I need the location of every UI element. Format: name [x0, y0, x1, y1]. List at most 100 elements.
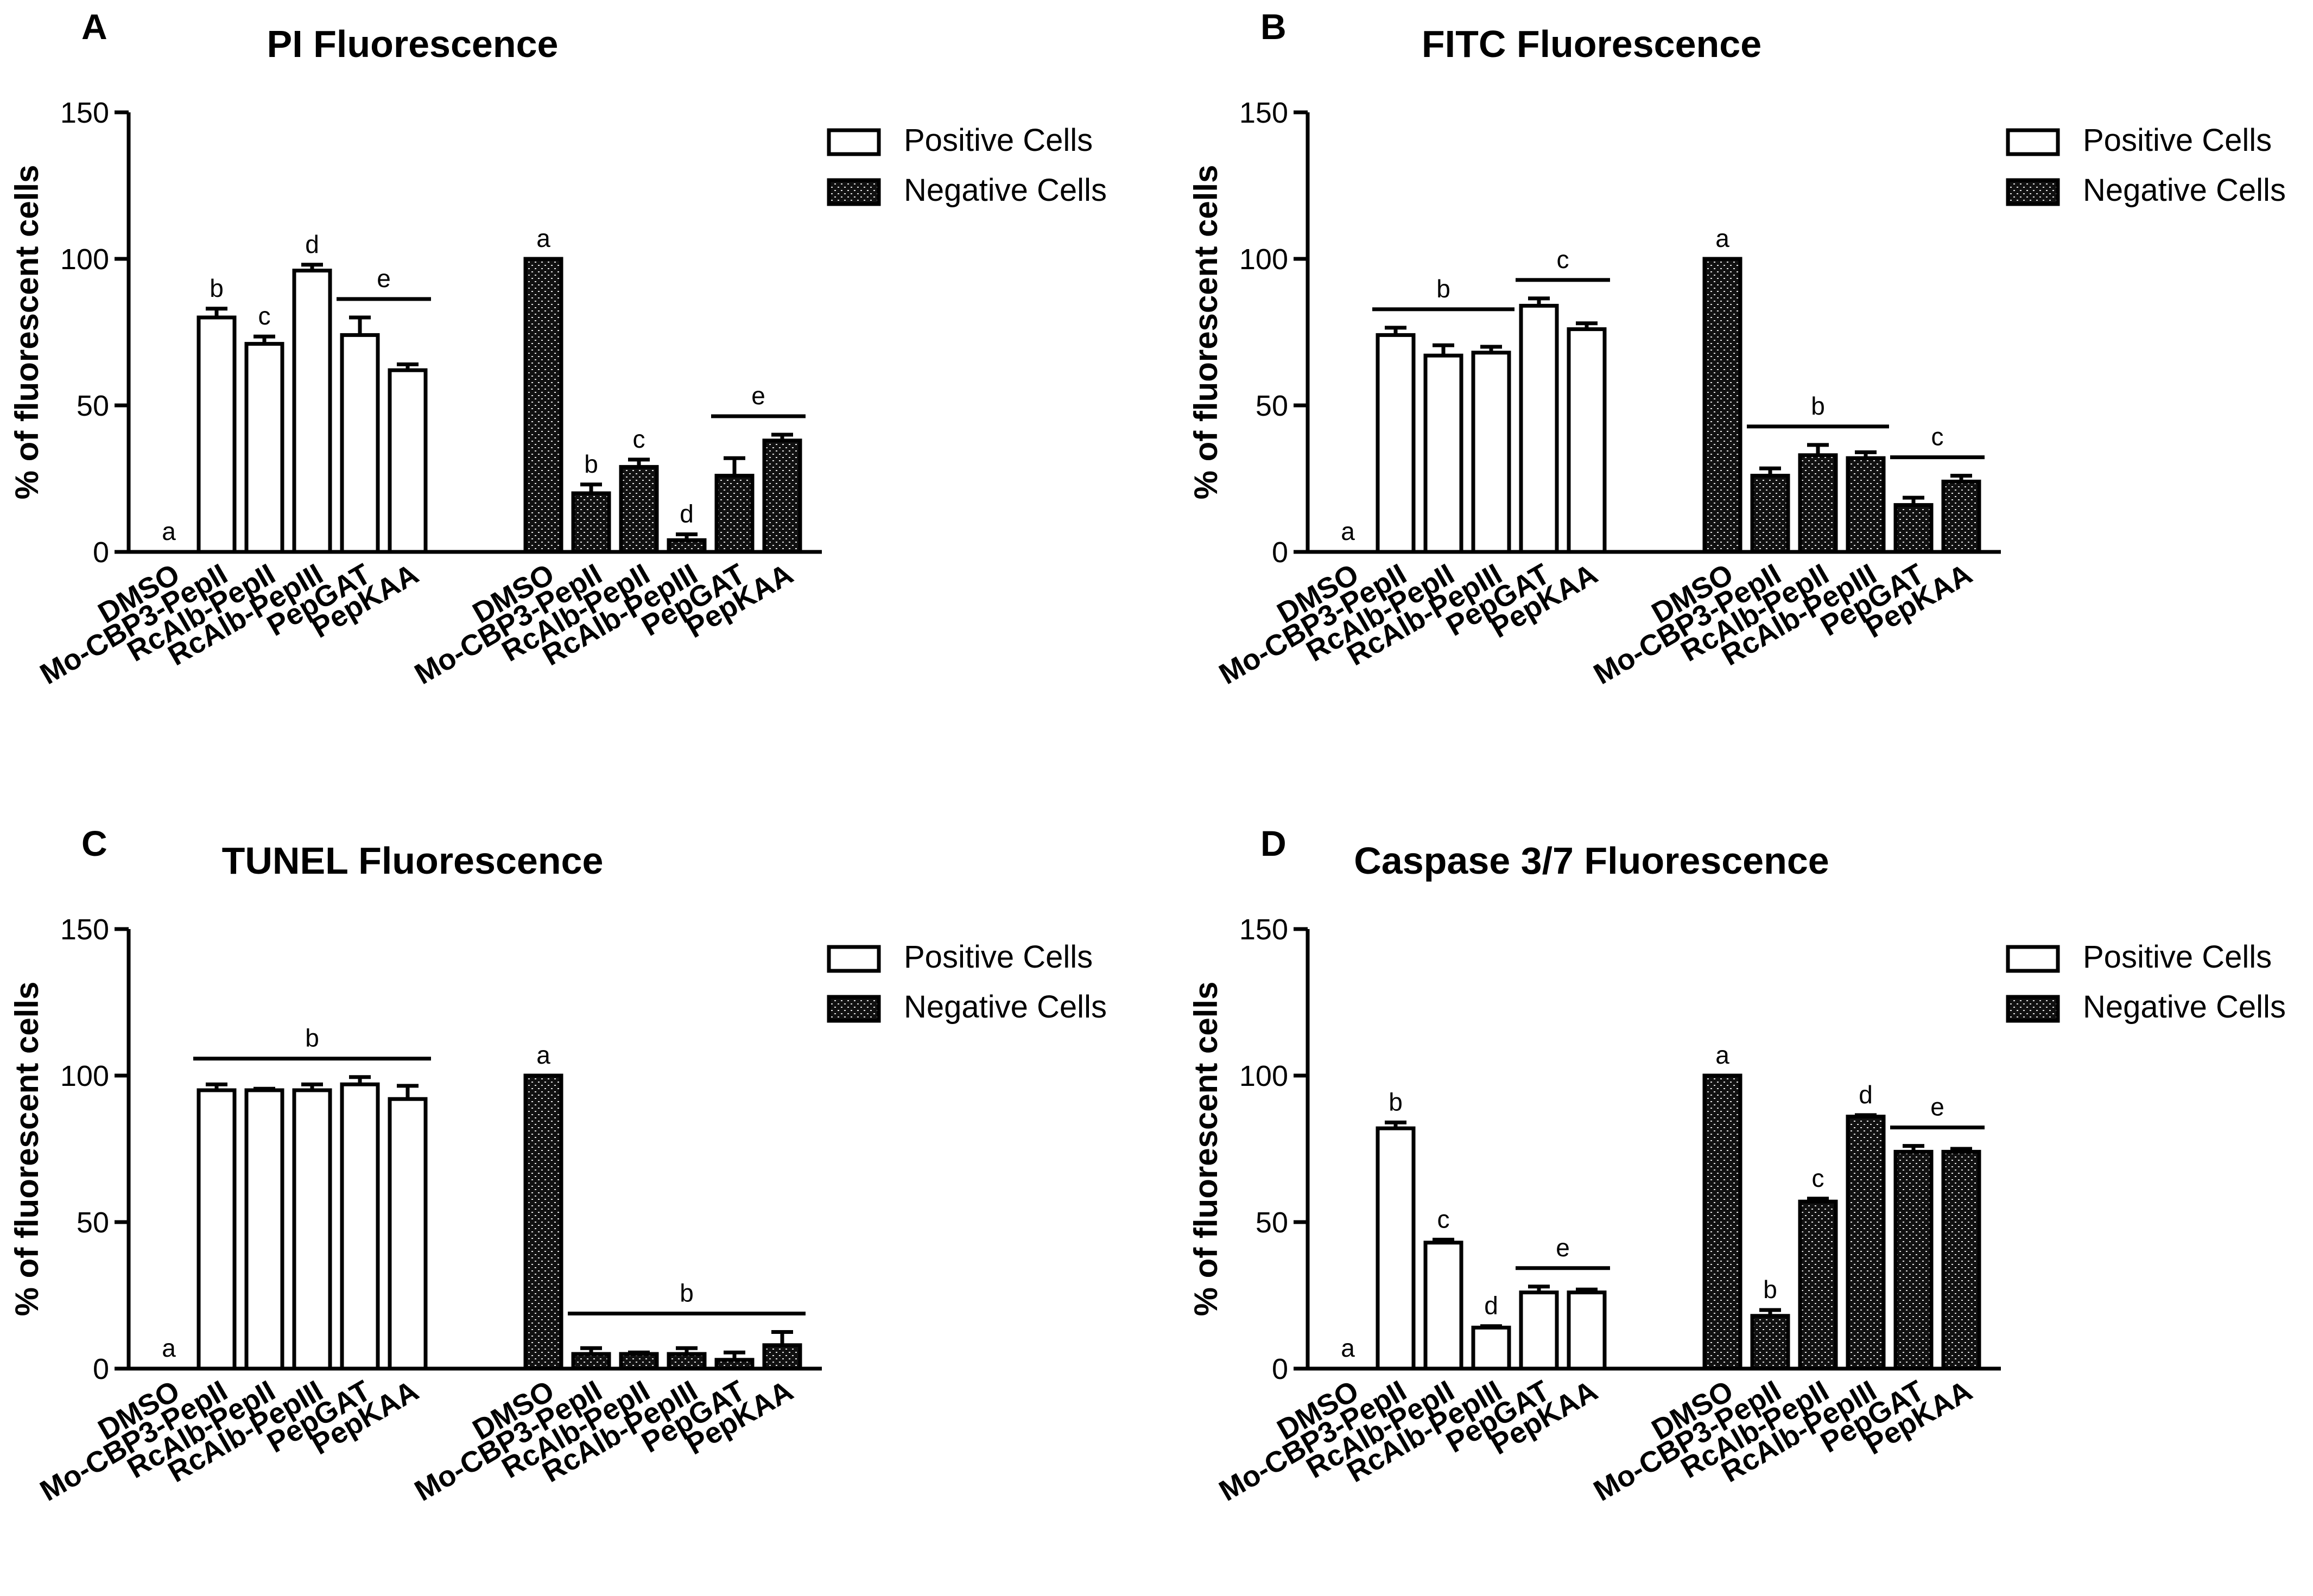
bar-positive: [1567, 1290, 1607, 1371]
y-axis-label: % of fluorescent cells: [1188, 982, 1224, 1317]
legend-swatch-positive: [2006, 945, 2060, 973]
bar-positive: [1376, 1126, 1416, 1371]
legend-label: Positive Cells: [904, 123, 1093, 158]
significance-label: e: [1930, 1093, 1944, 1121]
bar-negative: [1798, 1199, 1838, 1371]
bar-negative: [1941, 479, 1981, 554]
significance-label: c: [1812, 1164, 1824, 1192]
bar-negative: [667, 538, 707, 554]
significance-label: b: [305, 1024, 319, 1052]
y-tick-label: 0: [93, 1353, 109, 1385]
bar-positive: [197, 315, 237, 554]
significance-label: c: [1437, 1205, 1450, 1233]
bar-positive: [1471, 1325, 1511, 1371]
y-tick-label: 100: [1239, 243, 1288, 276]
panel-title: PI Fluorescence: [267, 23, 559, 65]
bar-negative: [619, 1352, 659, 1371]
y-tick-label: 50: [77, 1206, 109, 1239]
significance-label: a: [536, 224, 550, 252]
y-tick-label: 100: [1239, 1060, 1288, 1092]
significance-label: d: [305, 230, 319, 258]
significance-label: a: [536, 1041, 550, 1069]
bar-negative: [714, 474, 755, 554]
bar-negative: [714, 1358, 755, 1371]
bar-positive: [197, 1088, 237, 1371]
legend-label: Positive Cells: [904, 939, 1093, 975]
bar-positive: [1519, 303, 1559, 554]
legend-swatch-negative: [827, 178, 881, 206]
bar-negative: [571, 1352, 611, 1371]
bar-positive: [1471, 351, 1511, 554]
bar-negative: [762, 438, 802, 554]
y-tick-label: 100: [60, 243, 109, 276]
legend-label: Negative Cells: [2083, 173, 2286, 208]
significance-label: c: [258, 302, 271, 330]
significance-label: b: [1763, 1275, 1777, 1303]
y-axis-label: % of fluorescent cells: [1188, 165, 1224, 500]
legend-swatch-positive: [827, 945, 881, 973]
significance-label: e: [377, 264, 391, 293]
legend-swatch-positive: [827, 128, 881, 156]
bar-positive: [244, 1088, 284, 1371]
bar-negative: [1893, 1149, 1934, 1371]
significance-label: a: [162, 1334, 176, 1362]
bar-positive: [292, 1088, 332, 1371]
bar-negative: [1702, 257, 1742, 554]
legend-swatch-negative: [2006, 178, 2060, 206]
y-tick-label: 100: [60, 1060, 109, 1092]
y-tick-label: 150: [60, 913, 109, 946]
panel-letter: D: [1260, 823, 1287, 863]
bar-negative: [1846, 1115, 1886, 1371]
legend-label: Negative Cells: [904, 173, 1107, 208]
y-tick-label: 0: [93, 536, 109, 569]
significance-label: d: [1484, 1292, 1498, 1320]
significance-label: b: [1389, 1088, 1403, 1116]
bar-negative: [523, 257, 563, 554]
bar-negative: [1893, 503, 1934, 554]
bar-positive: [388, 368, 428, 554]
panel-c: C TUNEL Fluorescence % of fluorescent cell…: [9, 823, 1107, 1508]
significance-label: b: [1811, 392, 1825, 420]
y-tick-label: 50: [1256, 390, 1288, 422]
bar-negative: [667, 1352, 707, 1371]
bar-positive: [1423, 1241, 1463, 1371]
legend-swatch-positive: [2006, 128, 2060, 156]
legend-swatch-negative: [827, 995, 881, 1023]
significance-label: d: [680, 500, 694, 528]
y-tick-label: 0: [1272, 1353, 1288, 1385]
panel-letter: C: [81, 823, 107, 863]
bar-positive: [1423, 353, 1463, 554]
panel-d: D Caspase 3/7 Fluorescence % of fluorescen…: [1188, 823, 2286, 1508]
significance-label: e: [751, 381, 765, 410]
bar-negative: [571, 491, 611, 554]
panel-b: B FITC Fluorescence % of fluorescent cells…: [1188, 7, 2286, 691]
bar-negative: [1846, 456, 1886, 554]
y-tick-label: 150: [60, 97, 109, 129]
significance-label: a: [1341, 517, 1355, 545]
significance-label: b: [680, 1279, 694, 1307]
y-tick-label: 0: [1272, 536, 1288, 569]
bar-negative: [1941, 1149, 1981, 1371]
y-tick-label: 50: [77, 390, 109, 422]
panel-title: TUNEL Fluorescence: [222, 840, 604, 882]
panel-letter: A: [81, 7, 107, 47]
significance-label: c: [1557, 245, 1569, 274]
significance-label: d: [1859, 1080, 1873, 1109]
bar-positive: [292, 269, 332, 554]
bar-positive: [340, 1082, 380, 1371]
significance-label: c: [1931, 423, 1944, 451]
significance-label: a: [1715, 224, 1729, 252]
bar-positive: [1567, 327, 1607, 554]
significance-label: b: [210, 274, 224, 302]
y-axis-label: % of fluorescent cells: [9, 982, 45, 1317]
bar-negative: [619, 465, 659, 554]
significance-label: e: [1556, 1233, 1570, 1262]
panel-title: FITC Fluorescence: [1422, 23, 1761, 65]
bar-negative: [1798, 453, 1838, 554]
bar-positive: [1519, 1290, 1559, 1371]
y-tick-label: 150: [1239, 913, 1288, 946]
significance-label: b: [584, 450, 598, 478]
legend-label: Negative Cells: [2083, 989, 2286, 1025]
bar-negative: [762, 1343, 802, 1371]
